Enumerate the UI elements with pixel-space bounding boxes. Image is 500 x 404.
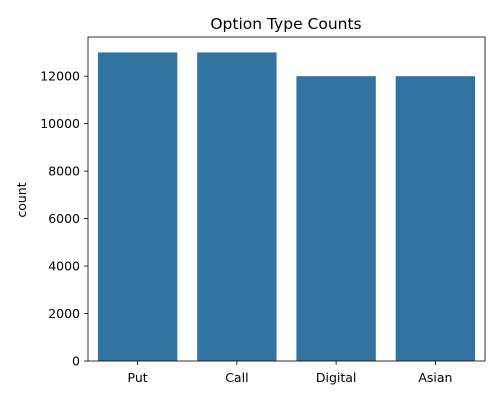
y-tick-label: 2000 (48, 306, 80, 321)
plot-frame (87, 36, 486, 362)
bar-call (197, 52, 277, 362)
x-tick-label: Call (225, 370, 248, 385)
x-tick-label: Digital (316, 370, 357, 385)
y-tick-label: 6000 (48, 211, 80, 226)
bar-put (97, 52, 178, 362)
y-tick-label: 8000 (48, 164, 80, 179)
y-axis-label: count (14, 182, 29, 217)
y-tick-label: 4000 (48, 259, 80, 274)
y-tick-label: 12000 (40, 69, 80, 84)
bar-asian (395, 76, 476, 362)
chart-title: Option Type Counts (210, 15, 361, 33)
bar-digital (296, 76, 376, 362)
plot-area: Put Call Digital Asian 0 2000 4000 6000 8000 1000… (40, 36, 486, 385)
x-tick-label: Put (128, 370, 148, 385)
y-tick-label: 0 (72, 354, 80, 369)
x-tick-label: Asian (418, 370, 452, 385)
y-tick-label: 10000 (40, 116, 80, 131)
